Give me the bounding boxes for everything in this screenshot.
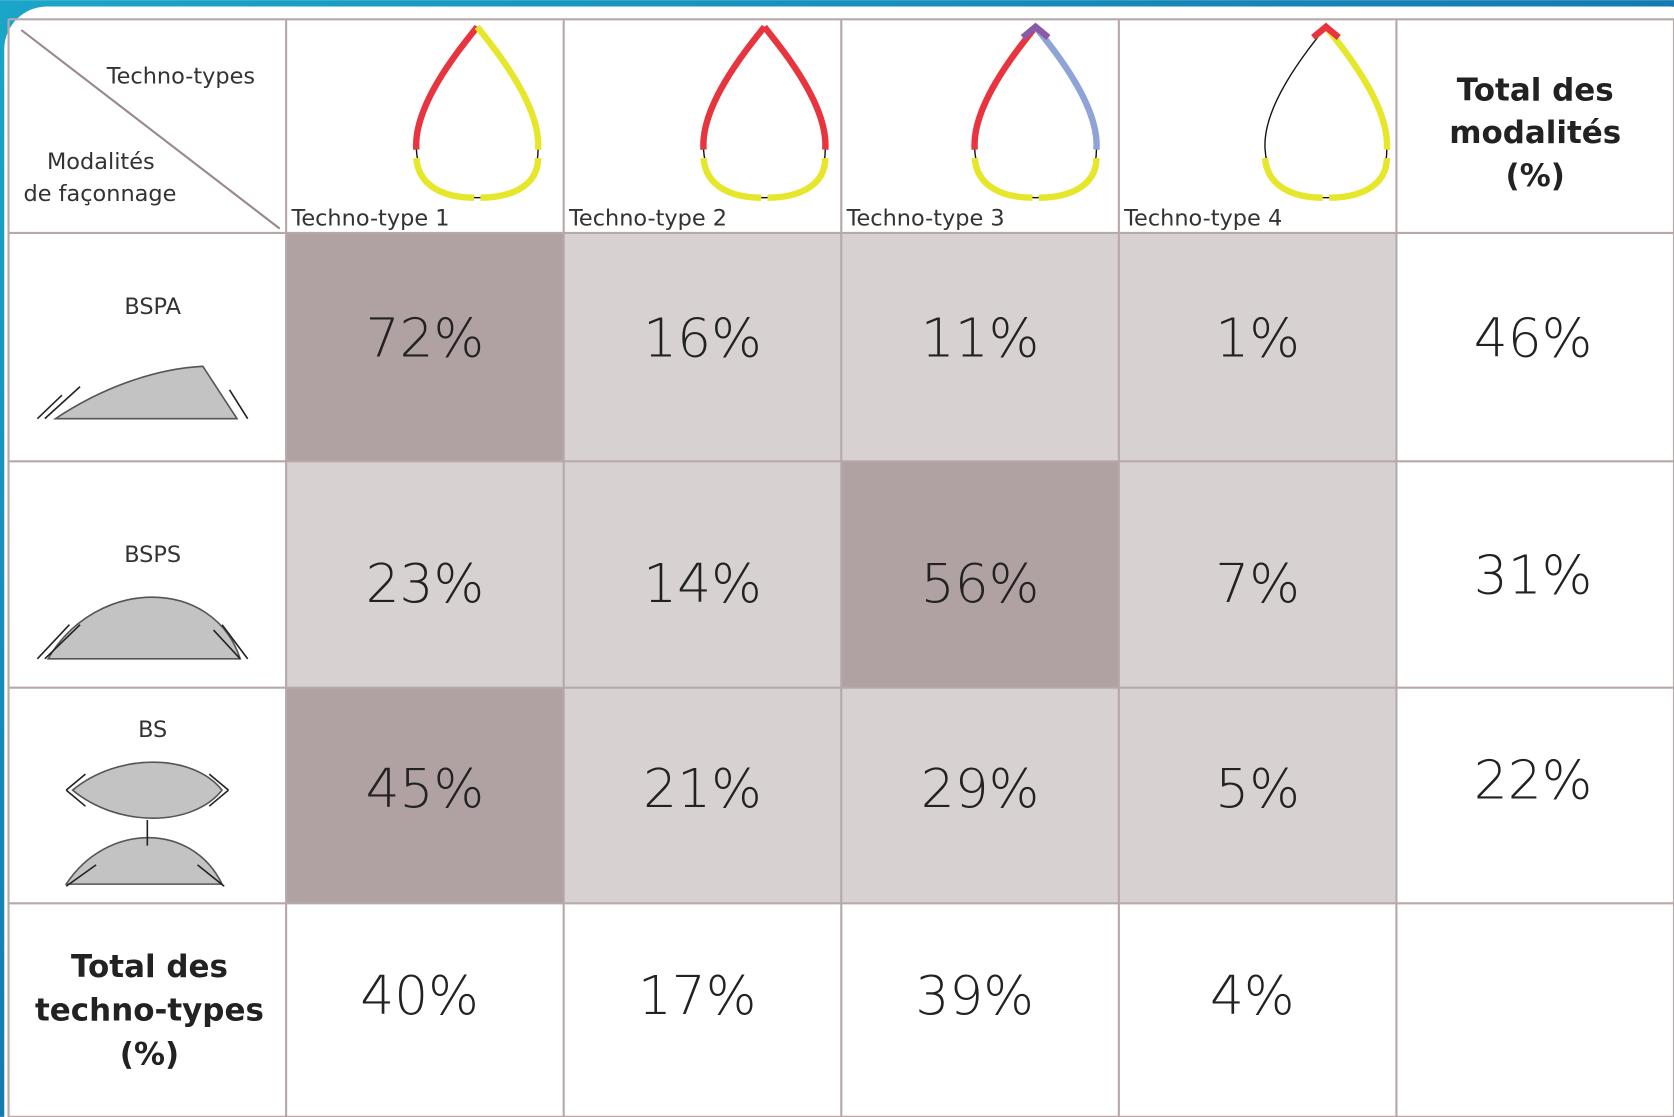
- total-row-value: 4%: [1210, 964, 1295, 1027]
- cell-bg: [1118, 461, 1397, 688]
- row-total: 31%: [1474, 544, 1593, 607]
- drop-segment: [1261, 157, 1323, 201]
- diagonal: [20, 29, 281, 230]
- corner-bottom-line: Modalités: [47, 149, 155, 175]
- drop-segment: [700, 24, 767, 150]
- row-icons: [36, 365, 249, 887]
- total-column-header: modalités: [1449, 115, 1621, 151]
- cell-bg: [286, 232, 564, 462]
- bsps-icon: [36, 596, 249, 660]
- row-total: 22%: [1474, 749, 1593, 812]
- total-column-header: Total des: [1457, 72, 1614, 108]
- total-row-label: Total des: [71, 949, 228, 985]
- corner: Techno-types Modalités de façonnage: [20, 29, 281, 230]
- cell-bg: [841, 232, 1119, 462]
- column-header: Techno-type 2: [568, 206, 727, 232]
- total-column-header: (%): [1506, 158, 1565, 194]
- drop-segment: [413, 157, 475, 201]
- cell-value: 21%: [643, 757, 762, 820]
- drop-segment: [971, 157, 1033, 201]
- bspa-icon: [36, 365, 249, 420]
- cell-bg: [563, 687, 842, 904]
- drop-segment: [761, 24, 829, 150]
- total-row-value: 17%: [638, 964, 757, 1027]
- drop-segment: [767, 157, 829, 201]
- cell-value: 11%: [921, 307, 1040, 370]
- cell-value: 72%: [366, 307, 485, 370]
- cell-bg: [563, 232, 842, 462]
- cell-bg: [286, 687, 564, 904]
- cell-value: 23%: [366, 552, 485, 615]
- column-header: Techno-type 4: [1123, 206, 1282, 232]
- bs-icon: [64, 761, 229, 887]
- total-row-label: (%): [120, 1037, 179, 1073]
- cell-bg: [841, 687, 1119, 904]
- cell-bg: [841, 461, 1119, 688]
- cells: Techno-type 1 Techno-type 2 Techno-type 3 T…: [35, 72, 1621, 1072]
- row-name: BSPA: [124, 294, 181, 320]
- cell-value: 7%: [1215, 552, 1300, 615]
- total-row-label: techno-types: [35, 993, 264, 1029]
- drop-segment: [474, 24, 542, 150]
- cell-bg: [1118, 232, 1397, 462]
- drop-icons: [413, 22, 1391, 201]
- drop-segment: [700, 157, 762, 201]
- drop-segment: [413, 24, 480, 150]
- cell-bg: [286, 461, 564, 688]
- row-name: BS: [138, 717, 167, 743]
- drop-segment: [1329, 157, 1391, 201]
- row-total: 46%: [1474, 307, 1593, 370]
- cell-value: 1%: [1215, 307, 1300, 370]
- total-row-value: 39%: [915, 964, 1034, 1027]
- corner-top: Techno-types: [106, 64, 255, 90]
- cell-bg: [563, 461, 842, 688]
- corner-bottom-line: de façonnage: [23, 181, 176, 207]
- total-row-value: 40%: [360, 964, 479, 1027]
- cell-value: 16%: [643, 307, 762, 370]
- cell-value: 45%: [366, 757, 485, 820]
- row-name: BSPS: [124, 542, 181, 568]
- column-header: Techno-type 1: [290, 206, 449, 232]
- cell-value: 29%: [921, 757, 1040, 820]
- drop-segment: [1311, 22, 1341, 40]
- cell-value: 14%: [643, 552, 762, 615]
- cell-value: 5%: [1215, 757, 1300, 820]
- cell-bg: [1118, 687, 1397, 904]
- drop-segment: [1038, 157, 1100, 201]
- column-header: Techno-type 3: [846, 206, 1005, 232]
- cell-value: 56%: [921, 552, 1040, 615]
- drop-segment: [1020, 22, 1051, 40]
- drop-segment: [480, 157, 542, 201]
